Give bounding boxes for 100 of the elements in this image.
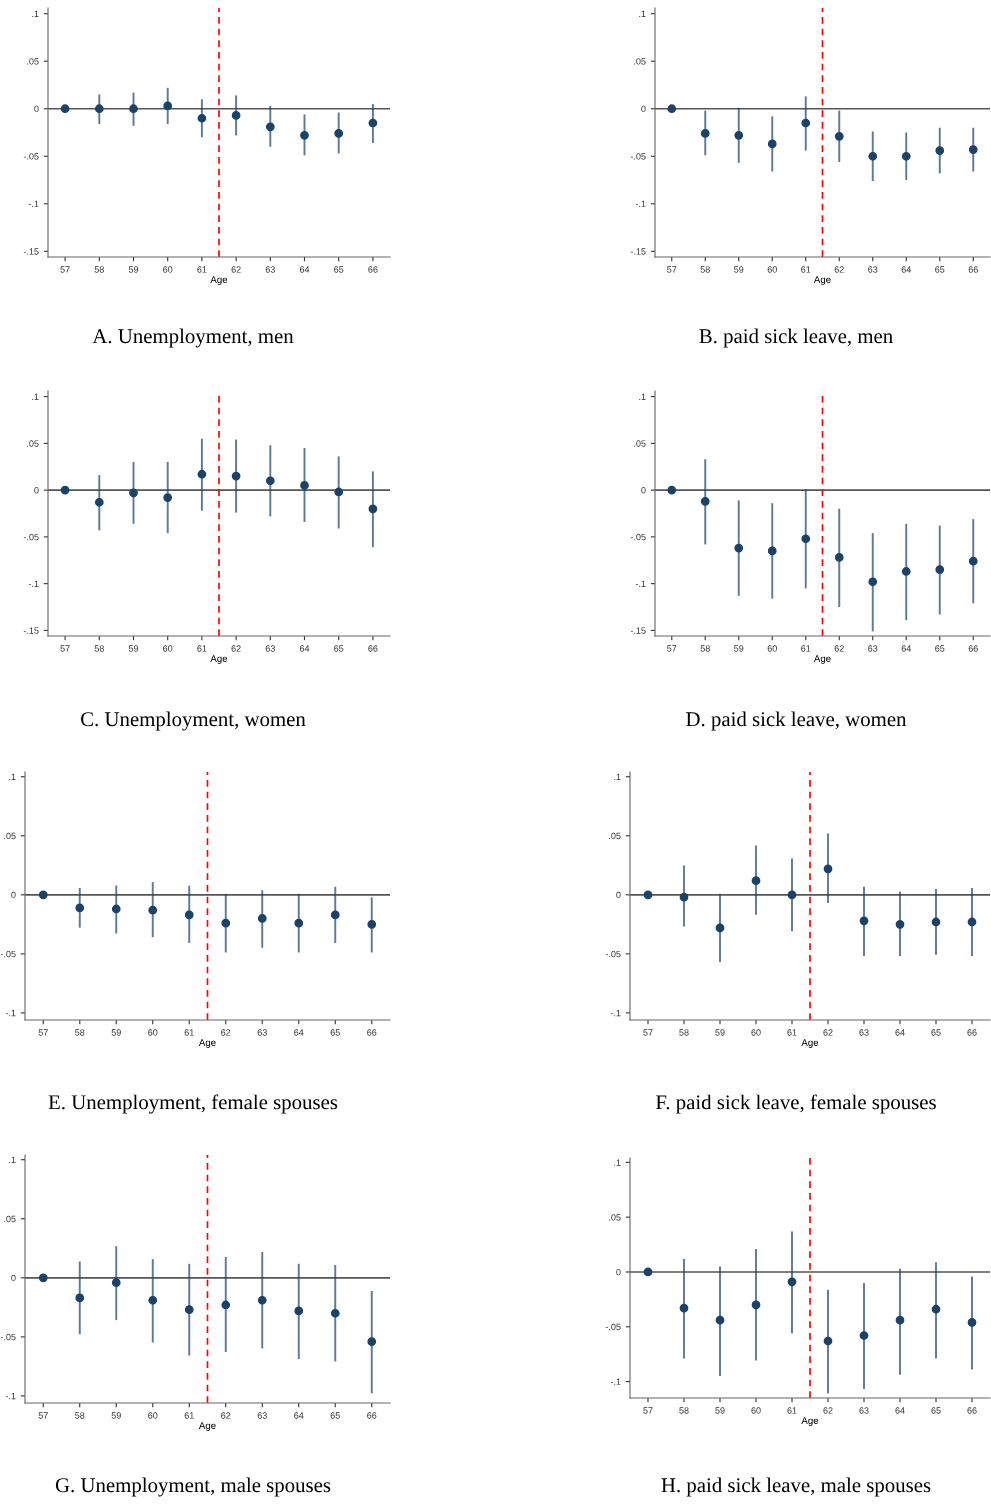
point xyxy=(148,1295,158,1305)
point xyxy=(967,1318,977,1327)
point xyxy=(231,111,241,120)
x-tick-label: 62 xyxy=(231,266,241,273)
y-tick-label: .1 xyxy=(614,1159,621,1166)
point xyxy=(667,104,677,114)
point xyxy=(667,485,677,495)
y-tick-label: 0 xyxy=(11,1274,16,1282)
text: D. paid sick leave, women xyxy=(686,711,907,731)
text: H. paid sick leave, male spouses xyxy=(661,1477,931,1497)
point xyxy=(859,1331,869,1340)
x-tick-label: 58 xyxy=(75,1029,85,1036)
point xyxy=(868,151,878,161)
y-tick-label: -.1 xyxy=(610,1378,621,1385)
x-axis-title: Age xyxy=(813,276,831,285)
text: E. Unemployment, female spouses xyxy=(48,1094,338,1114)
point xyxy=(868,577,878,587)
point xyxy=(679,892,689,902)
x-tick-label: 66 xyxy=(967,1029,977,1036)
x-tick-label: 57 xyxy=(667,645,677,652)
point xyxy=(715,1315,725,1325)
x-tick-label: 62 xyxy=(221,1029,231,1036)
point xyxy=(163,493,173,502)
y-tick-label: -.1 xyxy=(5,1009,16,1017)
point xyxy=(60,485,70,495)
x-tick-label: 65 xyxy=(334,645,344,652)
point xyxy=(700,129,710,138)
point xyxy=(265,476,275,486)
x-tick-label: 59 xyxy=(128,266,139,273)
point xyxy=(184,910,194,920)
point xyxy=(129,488,138,498)
point xyxy=(330,910,340,920)
x-tick-label: 64 xyxy=(294,1412,304,1419)
x-tick-label: 64 xyxy=(895,1029,905,1036)
x-tick-label: 65 xyxy=(931,1029,941,1036)
x-tick-label: 58 xyxy=(679,1029,689,1036)
point xyxy=(184,1305,194,1315)
x-tick-label: 64 xyxy=(294,1029,304,1036)
x-axis-title: Age xyxy=(210,276,228,285)
x-tick-label: 64 xyxy=(895,1407,905,1414)
x-tick-label: 58 xyxy=(700,266,710,273)
x-tick-label: 58 xyxy=(700,645,710,652)
point xyxy=(801,534,811,544)
point xyxy=(75,903,85,913)
y-tick-label: .05 xyxy=(4,1215,16,1223)
y-tick-label: -.1 xyxy=(635,200,646,208)
point xyxy=(111,904,121,914)
point xyxy=(859,916,869,926)
point xyxy=(715,923,725,933)
x-tick-label: 63 xyxy=(859,1407,869,1414)
point xyxy=(935,565,945,574)
point xyxy=(751,876,761,886)
point xyxy=(38,890,48,900)
x-tick-label: 62 xyxy=(221,1412,231,1419)
point xyxy=(935,146,945,155)
x-axis-title: Age xyxy=(801,1039,819,1048)
x-tick-label: 57 xyxy=(60,266,70,273)
y-tick-label: .1 xyxy=(32,393,39,400)
text: F. paid sick leave, female spouses xyxy=(655,1094,936,1114)
y-tick-label: -.1 xyxy=(28,580,39,587)
y-tick-label: -.05 xyxy=(0,1333,16,1341)
x-axis-title: Age xyxy=(801,1417,819,1426)
x-tick-label: 62 xyxy=(834,266,844,273)
point xyxy=(197,113,207,123)
x-tick-label: 59 xyxy=(715,1407,725,1414)
y-tick-label: -.05 xyxy=(0,950,16,958)
x-axis-title: Age xyxy=(210,655,228,664)
point xyxy=(367,1337,377,1346)
point xyxy=(967,917,977,927)
point xyxy=(334,129,344,138)
x-tick-label: 57 xyxy=(38,1029,48,1036)
x-tick-label: 62 xyxy=(834,645,844,652)
x-tick-label: 63 xyxy=(265,645,275,652)
x-tick-label: 66 xyxy=(968,645,978,652)
point xyxy=(834,553,844,562)
x-tick-label: 64 xyxy=(299,266,310,273)
point xyxy=(60,104,70,114)
point xyxy=(787,1277,797,1287)
x-tick-label: 59 xyxy=(715,1029,725,1036)
point xyxy=(787,890,797,900)
x-tick-label: 60 xyxy=(163,266,173,273)
point xyxy=(931,1304,941,1314)
x-tick-label: 64 xyxy=(901,266,912,273)
point xyxy=(300,481,309,490)
x-tick-label: 60 xyxy=(148,1412,158,1419)
y-tick-label: 0 xyxy=(616,891,621,899)
point xyxy=(367,919,377,929)
text: C. Unemployment, women xyxy=(81,711,306,731)
x-tick-label: 63 xyxy=(868,266,878,273)
point xyxy=(221,1300,231,1310)
point xyxy=(38,1273,48,1283)
point xyxy=(767,139,777,149)
y-tick-label: .1 xyxy=(639,393,646,400)
point xyxy=(334,487,344,497)
point xyxy=(823,1336,833,1346)
x-tick-label: 63 xyxy=(868,645,878,652)
x-tick-label: 64 xyxy=(299,645,310,652)
point xyxy=(901,151,911,161)
x-tick-label: 65 xyxy=(330,1029,340,1036)
point xyxy=(294,918,304,928)
